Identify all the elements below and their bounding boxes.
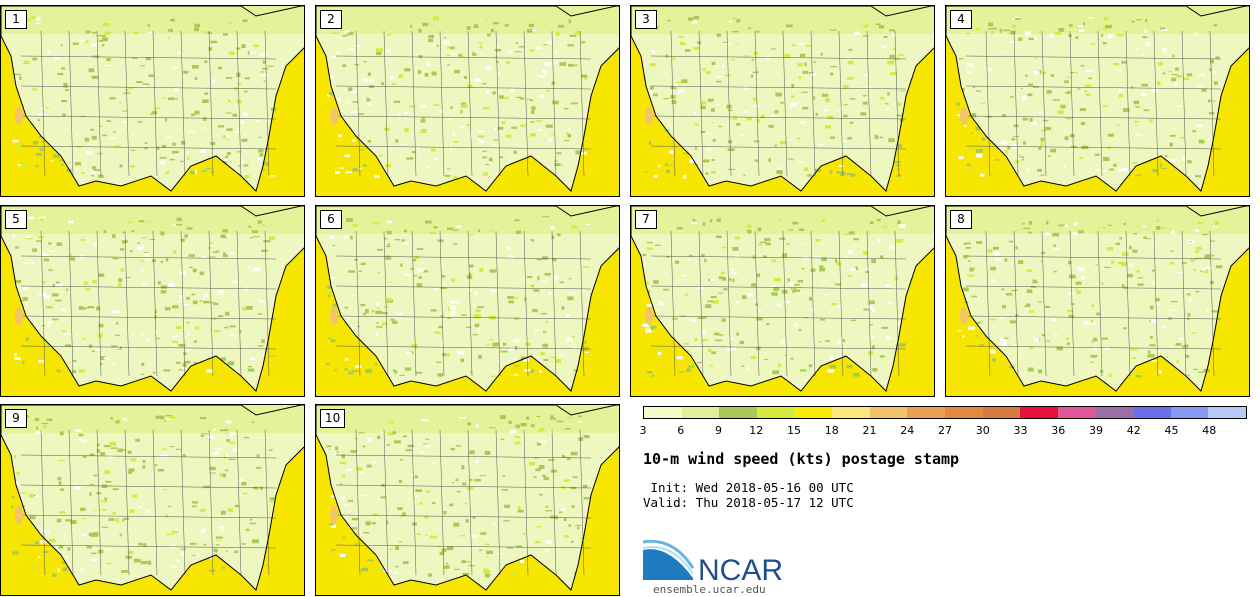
member-label: 9 xyxy=(5,409,27,428)
colorbar-tick-label: 3 xyxy=(639,424,647,437)
colorbar-segment xyxy=(1133,407,1171,418)
wind-speed-map xyxy=(316,405,619,595)
colorbar-tick-label: 48 xyxy=(1202,424,1217,437)
ensemble-member-panel: 9 xyxy=(0,404,305,596)
member-label: 2 xyxy=(320,10,342,29)
colorbar-segment xyxy=(644,407,682,418)
colorbar-tick-label: 21 xyxy=(862,424,877,437)
colorbar-segment xyxy=(681,407,720,418)
wind-speed-map xyxy=(1,6,304,196)
ensemble-member-panel: 8 xyxy=(945,205,1250,397)
colorbar-tick-label: 9 xyxy=(715,424,722,437)
ensemble-member-panel: 2 xyxy=(315,5,620,197)
ensemble-member-panel: 1 xyxy=(0,5,305,197)
wind-speed-map xyxy=(316,6,619,196)
colorbar-tick-label: 18 xyxy=(824,424,839,437)
wind-speed-colorbar xyxy=(643,406,1247,419)
ncar-logo: NCAR xyxy=(643,540,783,585)
colorbar-segment xyxy=(719,407,757,418)
logo-text: NCAR xyxy=(698,554,783,585)
colorbar-segment xyxy=(794,407,833,418)
ensemble-member-panel: 7 xyxy=(630,205,935,397)
colorbar-segment xyxy=(869,407,908,418)
colorbar-tick-label: 45 xyxy=(1164,424,1179,437)
wind-speed-map xyxy=(946,206,1249,396)
logo-url: ensemble.ucar.edu xyxy=(653,583,766,596)
colorbar-tick-label: 42 xyxy=(1126,424,1141,437)
member-label: 10 xyxy=(320,409,346,428)
colorbar-segment xyxy=(756,407,795,418)
ensemble-member-panel: 10 xyxy=(315,404,620,596)
ensemble-member-panel: 4 xyxy=(945,5,1250,197)
ensemble-member-panel: 5 xyxy=(0,205,305,397)
colorbar-segment xyxy=(1020,407,1058,418)
colorbar-tick-label: 24 xyxy=(900,424,915,437)
member-label: 5 xyxy=(5,210,27,229)
colorbar-tick-label: 27 xyxy=(938,424,952,437)
colorbar-tick-label: 36 xyxy=(1051,424,1066,437)
wind-speed-map xyxy=(631,6,934,196)
ensemble-member-panel: 6 xyxy=(315,205,620,397)
colorbar-tick-label: 12 xyxy=(749,424,764,437)
member-label: 4 xyxy=(950,10,972,29)
colorbar-segment xyxy=(945,407,983,418)
member-label: 7 xyxy=(635,210,657,229)
colorbar-ticks: 3 6 9 12 15 18 21 24 27 30 33 36 39 42 45 48 xyxy=(639,424,1247,438)
wind-speed-map xyxy=(316,206,619,396)
wind-speed-map xyxy=(946,6,1249,196)
wind-speed-map xyxy=(1,206,304,396)
member-label: 3 xyxy=(635,10,657,29)
colorbar-tick-label: 30 xyxy=(975,424,990,437)
colorbar-segment xyxy=(982,407,1021,418)
colorbar-tick-label: 6 xyxy=(677,424,685,437)
chart-title: 10-m wind speed (kts) postage stamp xyxy=(643,450,960,468)
init-time: Init: Wed 2018-05-16 00 UTC xyxy=(643,480,854,495)
valid-time: Valid: Thu 2018-05-17 12 UTC xyxy=(643,495,854,510)
colorbar-segment xyxy=(1095,407,1134,418)
member-label: 6 xyxy=(320,210,342,229)
member-label: 8 xyxy=(950,210,972,229)
ensemble-member-panel: 3 xyxy=(630,5,935,197)
member-label: 1 xyxy=(5,10,27,29)
colorbar-tick-label: 39 xyxy=(1089,424,1103,437)
colorbar-segment xyxy=(1208,407,1246,418)
colorbar-segment xyxy=(1057,407,1096,418)
colorbar-segment xyxy=(832,407,870,418)
wind-speed-map xyxy=(631,206,934,396)
colorbar-segment xyxy=(1170,407,1209,418)
colorbar-segment xyxy=(907,407,945,418)
wind-speed-map xyxy=(1,405,304,595)
colorbar-tick-label: 33 xyxy=(1013,424,1028,437)
colorbar-tick-label: 15 xyxy=(787,424,801,437)
